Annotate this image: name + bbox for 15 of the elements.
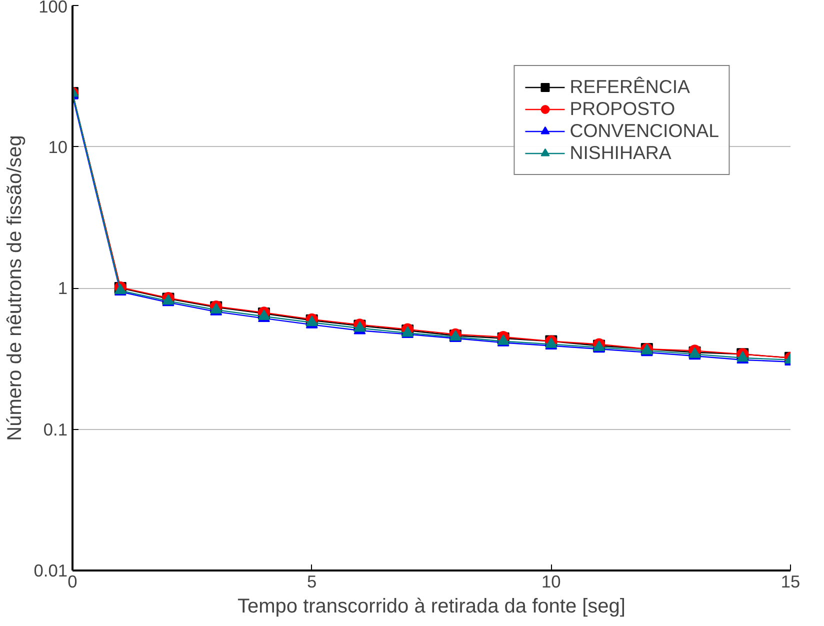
y-tick-label: 0.01 (34, 560, 68, 580)
y-axis-title: Número de nêutrons de fissão/seg (4, 135, 26, 441)
x-tick-label: 10 (542, 572, 561, 592)
y-tick-label: 1 (58, 278, 68, 298)
y-tick-label: 100 (38, 0, 68, 16)
legend-label: CONVENCIONAL (570, 120, 719, 142)
x-axis-title: Tempo transcorrido à retirada da fonte [seg] (238, 596, 626, 618)
legend-label: NISHIHARA (570, 142, 672, 164)
x-tick-label: 0 (68, 572, 78, 592)
y-tick-label: 0.1 (43, 419, 68, 440)
x-tick-label: 15 (780, 572, 800, 592)
legend-label: PROPOSTO (570, 98, 676, 120)
legend-label: REFERÊNCIA (570, 76, 690, 98)
y-tick-label: 10 (48, 136, 68, 157)
x-tick-label: 5 (307, 572, 317, 592)
